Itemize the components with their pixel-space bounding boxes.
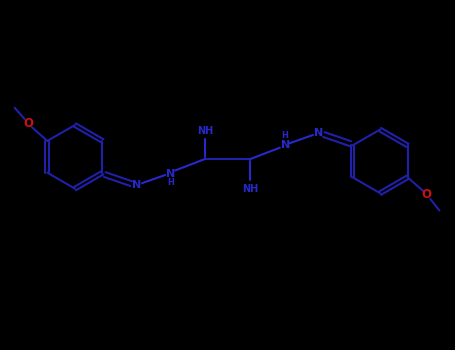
Text: O: O [23,117,33,130]
Text: H: H [281,131,288,140]
Text: N: N [281,140,290,149]
Text: N: N [132,181,141,190]
Text: NH: NH [197,126,213,136]
Text: N: N [314,128,323,138]
Text: NH: NH [242,184,258,194]
Text: N: N [166,169,175,178]
Text: O: O [422,188,432,201]
Text: H: H [167,178,174,187]
